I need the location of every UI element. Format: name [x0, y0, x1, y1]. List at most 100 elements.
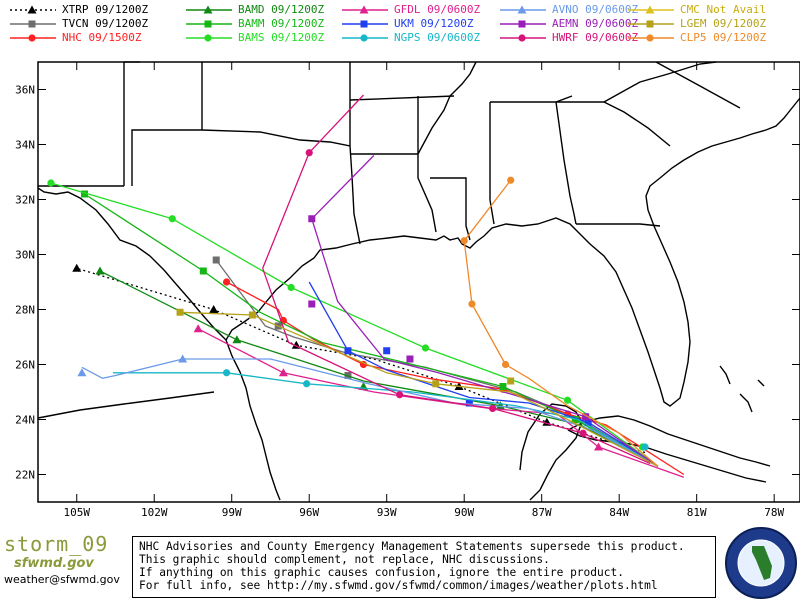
- track-point: [507, 176, 515, 184]
- track-point: [584, 418, 592, 426]
- legend-line-sample: [186, 5, 232, 14]
- track-point: [501, 360, 510, 369]
- legend-label: NGPS 09/0600Z: [394, 31, 481, 44]
- legend-line-sample: [628, 34, 674, 42]
- legend-marker-triangle: [645, 5, 655, 14]
- lat-label: 34N: [15, 139, 35, 152]
- legend-line-sample: [186, 20, 232, 28]
- lat-label: 36N: [15, 84, 35, 97]
- legend-line-sample: [342, 34, 388, 42]
- track-point: [212, 256, 220, 264]
- contact-email[interactable]: weather@sfwmd.gov: [4, 573, 120, 586]
- legend-marker-square: [360, 20, 368, 28]
- legend-label: HWRF 09/0600Z: [552, 31, 639, 44]
- sfwmd-logo-text: sfwmd.gov: [14, 556, 94, 571]
- track-point: [178, 354, 188, 363]
- track-point: [232, 335, 242, 344]
- track-xtrp: [72, 263, 646, 454]
- track-point: [344, 347, 352, 355]
- lat-label: 22N: [15, 469, 35, 482]
- track-point: [77, 368, 87, 377]
- track-point: [499, 383, 507, 390]
- track-point: [303, 380, 311, 388]
- legend-marker-circle: [360, 34, 368, 42]
- legend-label: AEMN 09/0600Z: [552, 17, 639, 30]
- track-point: [305, 149, 313, 157]
- legend-marker-circle: [204, 34, 212, 42]
- lon-label: 93W: [377, 506, 397, 519]
- storm-name: storm_09: [4, 532, 109, 556]
- track-point: [95, 266, 105, 275]
- legend-label: BAMM 09/1200Z: [238, 17, 325, 30]
- legend-marker-circle: [518, 34, 526, 42]
- track-point: [278, 368, 288, 377]
- lat-label: 28N: [15, 304, 35, 317]
- legend-line-sample: [500, 34, 546, 42]
- legend-label: UKM 09/1200Z: [394, 17, 474, 30]
- track-point: [641, 443, 649, 451]
- coastline-outline: [37, 61, 800, 501]
- legend-label: LGEM 09/1200Z: [680, 17, 767, 30]
- legend-label: AVNO 09/0600Z: [552, 3, 639, 16]
- track-line: [81, 358, 659, 467]
- legend-marker-square: [204, 20, 212, 28]
- legend-label: TVCN 09/1200Z: [62, 17, 149, 30]
- track-point: [176, 308, 184, 316]
- track-point: [594, 442, 604, 451]
- track-point: [209, 305, 219, 313]
- track-point: [308, 300, 316, 308]
- legend-marker-triangle: [517, 5, 527, 14]
- legend-line-sample: [500, 5, 546, 14]
- legend-line-sample: [186, 34, 232, 42]
- legend-line-sample: [342, 20, 388, 28]
- legend-line-sample: [500, 20, 546, 28]
- track-ngps: [112, 369, 659, 467]
- graticule: [38, 62, 800, 502]
- lon-label: 87W: [532, 506, 552, 519]
- legend-marker-square: [28, 20, 36, 28]
- lon-label: 90W: [454, 506, 474, 519]
- track-point: [287, 283, 295, 292]
- map-frame: [37, 61, 800, 503]
- lon-label: 99W: [222, 506, 242, 519]
- track-point: [168, 215, 176, 223]
- track-point: [579, 429, 587, 437]
- track-hwrf: [262, 94, 651, 465]
- track-aemn: [308, 155, 659, 467]
- track-line: [463, 179, 659, 467]
- legend-label: CMC Not Avail: [680, 3, 767, 16]
- track-point: [222, 278, 231, 286]
- track-point: [222, 369, 231, 377]
- legend-label: NHC 09/1500Z: [62, 31, 142, 44]
- track-point: [507, 377, 515, 385]
- track-clp5: [460, 176, 659, 467]
- model-legend: XTRP 09/1200Z TVCN 09/1200Z NHC 09/1500Z BA…: [0, 0, 800, 48]
- legend-label: CLP5 09/1200Z: [680, 31, 767, 44]
- legend-marker-square: [646, 20, 654, 28]
- track-line: [50, 182, 659, 467]
- legend-label: XTRP 09/1200Z: [62, 3, 149, 16]
- lon-label: 84W: [609, 506, 629, 519]
- track-point: [199, 267, 207, 275]
- disclaimer-line: NHC Advisories and County Emergency Mana…: [139, 540, 685, 553]
- track-point: [489, 404, 497, 413]
- track-line: [262, 94, 651, 465]
- disclaimer-line: If anything on this graphic causes confu…: [139, 566, 624, 579]
- track-point: [308, 215, 316, 223]
- track-point: [406, 355, 414, 363]
- legend-line-sample: [10, 34, 56, 42]
- track-point: [248, 311, 256, 319]
- lat-label: 26N: [15, 359, 35, 372]
- lon-label: 78W: [764, 506, 784, 519]
- track-line: [311, 155, 659, 467]
- legend-label: BAMD 09/1200Z: [238, 3, 325, 16]
- legend-marker-triangle: [359, 5, 369, 14]
- legend-marker-triangle: [27, 5, 37, 14]
- track-point: [460, 237, 468, 245]
- track-point: [432, 380, 440, 388]
- track-point: [465, 399, 473, 407]
- legend-label: BAMS 09/1200Z: [238, 31, 325, 44]
- track-point: [396, 391, 404, 399]
- legend-marker-triangle: [203, 5, 213, 14]
